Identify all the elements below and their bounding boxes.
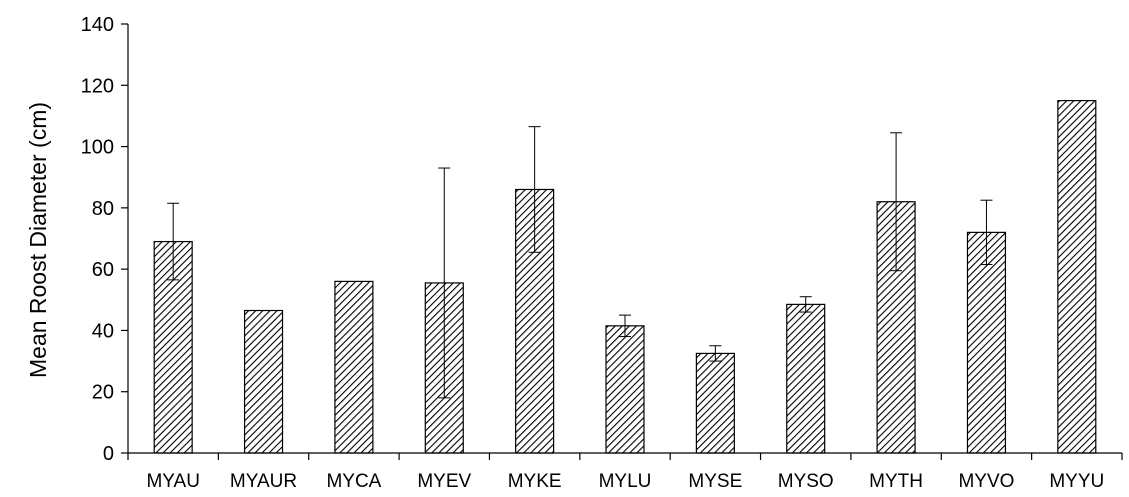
error-bar-myvo: [980, 199, 993, 266]
x-category-label: MYYU: [1049, 471, 1104, 492]
x-category-label: MYAU: [146, 471, 199, 492]
error-bar-myse: [709, 345, 722, 362]
y-tick-label: 80: [92, 198, 114, 220]
x-category-label: MYSE: [688, 471, 742, 492]
x-category-label: MYKE: [508, 471, 562, 492]
x-category-label: MYTH: [869, 471, 923, 492]
bars-group: [153, 100, 1097, 454]
error-bar-myev: [438, 167, 451, 399]
bar-mylu: [605, 325, 645, 454]
error-bar-mylu: [619, 314, 631, 338]
x-axis: MYAU MYAUR MYCA MYEV MYKE MYLU MYSE MYSO MYTH MYV…: [127, 452, 1123, 492]
y-axis: 0 20 40 60 80 100 120 140: [81, 14, 129, 465]
x-category-label: MYCA: [326, 471, 381, 492]
bar-myso: [786, 303, 826, 454]
y-tick-label: 0: [103, 443, 114, 465]
x-category-label: MYSO: [778, 471, 834, 492]
error-bar-myke: [528, 126, 541, 253]
bar-myvo: [966, 231, 1007, 454]
y-tick-label: 140: [81, 14, 114, 36]
bar-myca: [334, 280, 374, 454]
x-category-label: MYVO: [958, 471, 1014, 492]
x-category-label: MYLU: [599, 471, 652, 492]
y-tick-label: 60: [92, 259, 114, 281]
error-bar-myso: [799, 296, 812, 313]
y-tick-label: 100: [81, 137, 114, 159]
y-tick-label: 120: [81, 75, 114, 97]
error-bar-myth: [890, 132, 903, 272]
y-tick-label: 40: [92, 320, 114, 342]
bar-myyu: [1057, 100, 1097, 454]
x-category-label: MYEV: [417, 471, 471, 492]
x-category-label: MYAUR: [230, 471, 297, 492]
y-axis-title: Mean Roost Diameter (cm): [25, 102, 51, 378]
bar-myse: [695, 352, 735, 454]
error-bar-myau: [167, 202, 180, 281]
error-bars-group: [167, 126, 993, 399]
bar-myaur: [243, 309, 284, 454]
y-tick-label: 20: [92, 382, 114, 404]
